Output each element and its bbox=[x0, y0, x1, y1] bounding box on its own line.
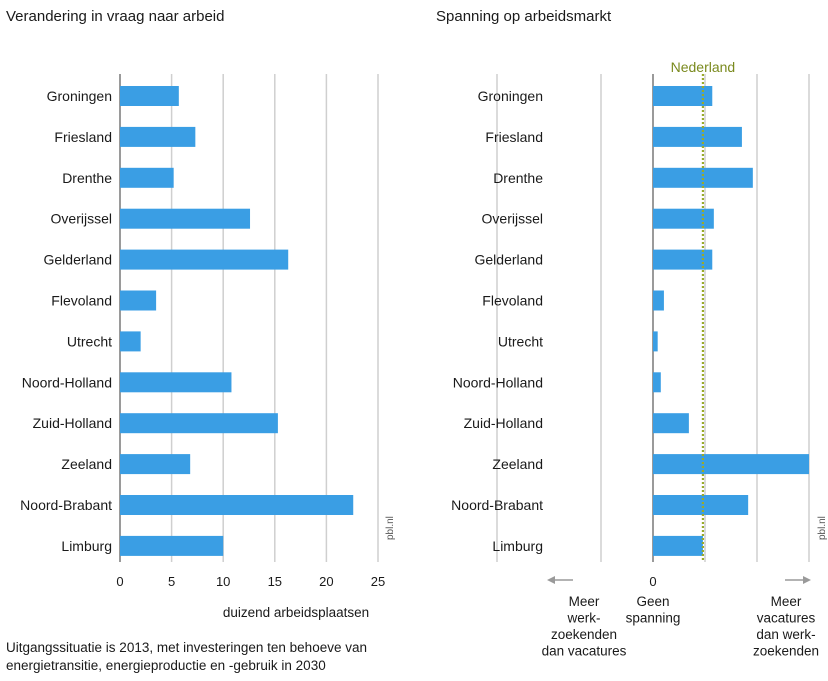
left-category-label: Zeeland bbox=[61, 456, 112, 472]
right-axis-caption: dan werk- bbox=[756, 627, 815, 642]
footnote-line: Uitgangssituatie is 2013, met investerin… bbox=[6, 640, 367, 655]
right-bar bbox=[653, 331, 658, 352]
left-axis-caption: Meer bbox=[569, 594, 600, 609]
left-bar bbox=[120, 86, 179, 106]
right-category-label: Overijssel bbox=[482, 211, 543, 227]
left-category-label: Overijssel bbox=[51, 211, 112, 227]
right-axis-caption: vacatures bbox=[757, 611, 816, 626]
right-category-label: Noord-Brabant bbox=[451, 497, 543, 513]
left-tick-label: 25 bbox=[371, 574, 385, 589]
category-labels: Groningen Friesland Drenthe Overijssel Gelde… bbox=[20, 88, 543, 554]
right-bar bbox=[653, 372, 661, 393]
left-category-label: Utrecht bbox=[67, 333, 112, 349]
center-axis-caption: Geen bbox=[636, 594, 669, 609]
left-bar bbox=[120, 126, 196, 147]
right-bar bbox=[653, 495, 749, 515]
left-gridlines: 0 5 10 15 20 25 bbox=[116, 74, 385, 589]
right-category-label: Gelderland bbox=[475, 252, 544, 268]
left-source-tag: pbl.nl bbox=[385, 516, 396, 540]
right-bar bbox=[653, 454, 809, 475]
left-tick-label: 15 bbox=[268, 574, 282, 589]
right-category-label: Flevoland bbox=[482, 293, 543, 309]
left-tick-label: 20 bbox=[319, 574, 333, 589]
left-bar bbox=[120, 495, 354, 515]
left-chart-title: Verandering in vraag naar arbeid bbox=[6, 8, 225, 25]
right-axis-caption: Meer bbox=[771, 594, 802, 609]
chart-annotations: duizend arbeidsplaatsen pbl.nl Nederland 0 M… bbox=[6, 59, 828, 673]
right-source-tag: pbl.nl bbox=[817, 516, 828, 540]
left-bar bbox=[120, 372, 232, 393]
right-category-label: Groningen bbox=[478, 88, 543, 104]
left-category-label: Flevoland bbox=[51, 293, 112, 309]
left-category-label: Groningen bbox=[47, 88, 112, 104]
center-axis-caption: spanning bbox=[626, 611, 681, 626]
left-category-label: Friesland bbox=[54, 129, 112, 145]
right-arrow-icon bbox=[803, 576, 811, 584]
left-category-label: Zuid-Holland bbox=[33, 415, 112, 431]
left-x-axis-label: duizend arbeidsplaatsen bbox=[223, 605, 369, 620]
left-bar bbox=[120, 290, 157, 311]
left-category-label: Noord-Brabant bbox=[20, 497, 112, 513]
right-category-label: Drenthe bbox=[493, 170, 543, 186]
left-bar bbox=[120, 331, 141, 352]
right-bar bbox=[653, 413, 689, 434]
right-category-label: Utrecht bbox=[498, 333, 543, 349]
left-axis-caption: dan vacatures bbox=[542, 644, 627, 659]
left-category-label: Drenthe bbox=[62, 170, 112, 186]
left-category-label: Gelderland bbox=[44, 252, 113, 268]
left-tick-label: 0 bbox=[116, 574, 123, 589]
right-bar bbox=[653, 290, 664, 311]
left-category-label: Noord-Holland bbox=[22, 374, 112, 390]
left-bar bbox=[120, 249, 289, 270]
left-bar bbox=[120, 208, 251, 229]
right-bars bbox=[653, 86, 809, 556]
right-bar bbox=[653, 126, 742, 147]
right-category-label: Zeeland bbox=[492, 456, 543, 472]
right-bar bbox=[653, 208, 714, 229]
footnote-line: energietransitie, energieproductie en -g… bbox=[6, 658, 326, 673]
left-bars bbox=[120, 86, 354, 556]
left-bar bbox=[120, 167, 174, 188]
right-chart-title: Spanning op arbeidsmarkt bbox=[436, 8, 612, 25]
reference-label: Nederland bbox=[671, 59, 736, 75]
right-bar bbox=[653, 167, 753, 188]
right-bar bbox=[653, 86, 713, 106]
left-bar bbox=[120, 535, 224, 556]
left-bar bbox=[120, 413, 278, 434]
right-axis-caption: zoekenden bbox=[753, 644, 819, 659]
right-bar bbox=[653, 249, 713, 270]
right-category-label: Friesland bbox=[485, 129, 543, 145]
right-category-label: Zuid-Holland bbox=[464, 415, 543, 431]
left-category-label: Limburg bbox=[61, 538, 112, 554]
right-bar bbox=[653, 535, 703, 556]
left-tick-label: 10 bbox=[216, 574, 230, 589]
right-gridlines bbox=[496, 74, 810, 562]
left-tick-label: 5 bbox=[168, 574, 175, 589]
right-category-label: Noord-Holland bbox=[453, 374, 543, 390]
right-zero-tick: 0 bbox=[649, 574, 656, 589]
left-bar bbox=[120, 454, 191, 475]
left-axis-caption: werk- bbox=[567, 611, 601, 626]
left-arrow-icon bbox=[547, 576, 555, 584]
left-axis-caption: zoekenden bbox=[551, 627, 617, 642]
right-category-label: Limburg bbox=[492, 538, 543, 554]
